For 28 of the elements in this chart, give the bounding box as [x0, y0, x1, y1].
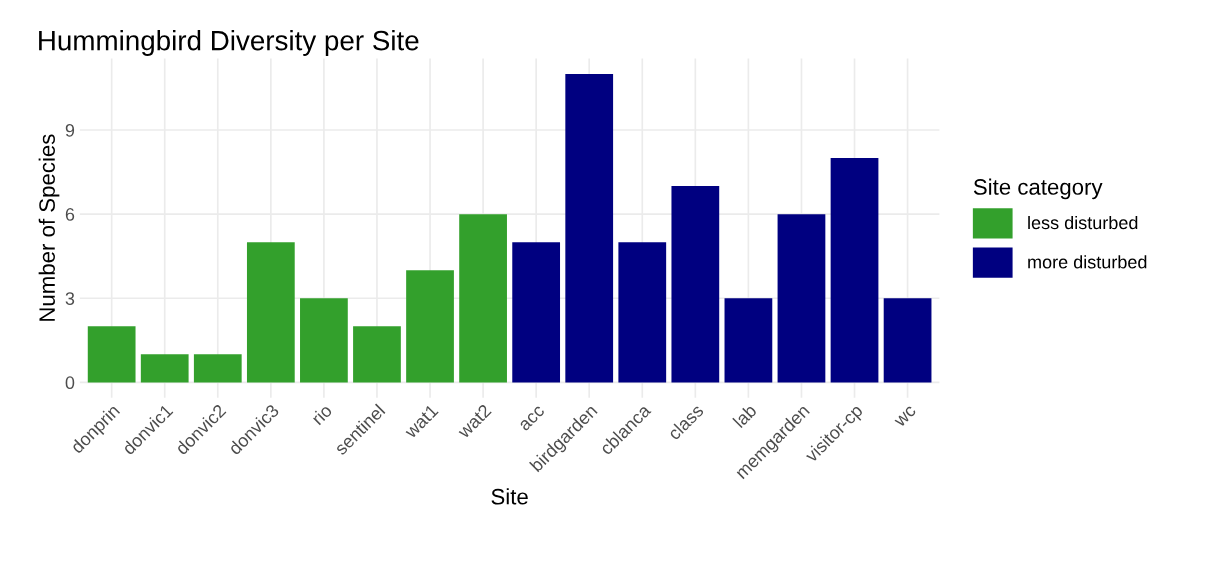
- bar: [140, 354, 189, 383]
- y-tick-label: 6: [65, 208, 75, 221]
- bar: [618, 242, 667, 383]
- y-tick-label: 0: [65, 376, 75, 390]
- x-tick-label: rio: [310, 403, 333, 426]
- x-tick-label: wc: [894, 405, 917, 428]
- bar: [406, 270, 454, 383]
- bar: [830, 158, 879, 383]
- y-tick-label: 9: [65, 123, 75, 137]
- legend-title: Site category: [973, 178, 1103, 200]
- legend-label: more disturbed: [1028, 255, 1147, 269]
- bar: [512, 242, 561, 383]
- x-axis-title: Site: [491, 488, 528, 505]
- bar: [246, 242, 295, 383]
- bar: [459, 214, 507, 383]
- bar: [353, 326, 401, 383]
- chart-title: Hummingbird Diversity per Site: [39, 30, 419, 56]
- bar: [193, 354, 242, 383]
- bar: [671, 186, 720, 383]
- y-tick-label: 3: [65, 292, 75, 305]
- bar: [87, 326, 136, 383]
- bar: [724, 298, 773, 383]
- y-axis-title: Number of Species: [38, 134, 60, 321]
- legend-label: less disturbed: [1028, 215, 1138, 230]
- bar: [777, 214, 826, 383]
- bar: [300, 298, 348, 383]
- bar: [883, 298, 932, 383]
- bar: [565, 73, 614, 383]
